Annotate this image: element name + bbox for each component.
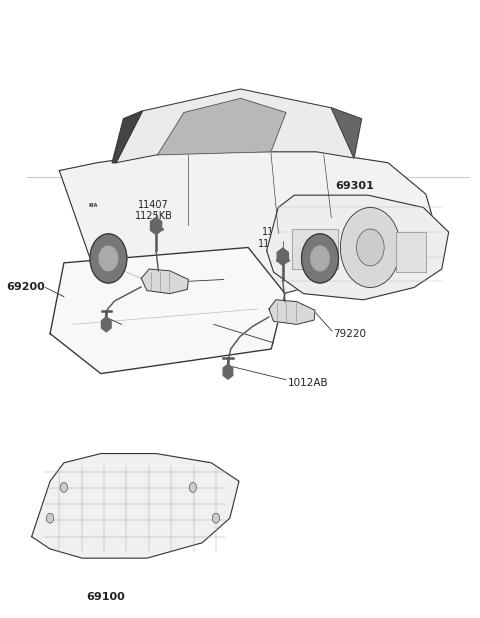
Polygon shape — [269, 300, 315, 324]
Text: 1012AB: 1012AB — [288, 378, 328, 388]
Polygon shape — [157, 98, 286, 155]
Circle shape — [99, 246, 118, 271]
Circle shape — [311, 246, 329, 271]
Polygon shape — [267, 195, 449, 300]
Text: 11407
1125KB: 11407 1125KB — [135, 200, 173, 221]
Circle shape — [301, 234, 338, 283]
Polygon shape — [60, 152, 437, 293]
Text: 69200: 69200 — [7, 282, 46, 292]
Text: 1012AB: 1012AB — [123, 320, 164, 329]
Circle shape — [340, 208, 400, 287]
Bar — [396, 232, 426, 272]
Text: 69301: 69301 — [335, 181, 373, 191]
Circle shape — [90, 234, 127, 283]
Circle shape — [357, 229, 384, 266]
Polygon shape — [32, 454, 239, 558]
Circle shape — [189, 483, 197, 493]
Polygon shape — [116, 89, 354, 163]
Circle shape — [47, 514, 54, 523]
Circle shape — [60, 483, 68, 493]
Polygon shape — [50, 247, 285, 374]
Text: 11407
1125KB: 11407 1125KB — [258, 227, 296, 249]
Polygon shape — [112, 111, 143, 163]
Text: 79210: 79210 — [225, 274, 258, 284]
Circle shape — [212, 514, 220, 523]
Text: 69100: 69100 — [86, 592, 125, 602]
Bar — [292, 229, 338, 269]
Polygon shape — [331, 108, 361, 158]
Text: KIA: KIA — [89, 203, 98, 208]
Text: 79220: 79220 — [334, 329, 366, 339]
Polygon shape — [141, 269, 188, 294]
